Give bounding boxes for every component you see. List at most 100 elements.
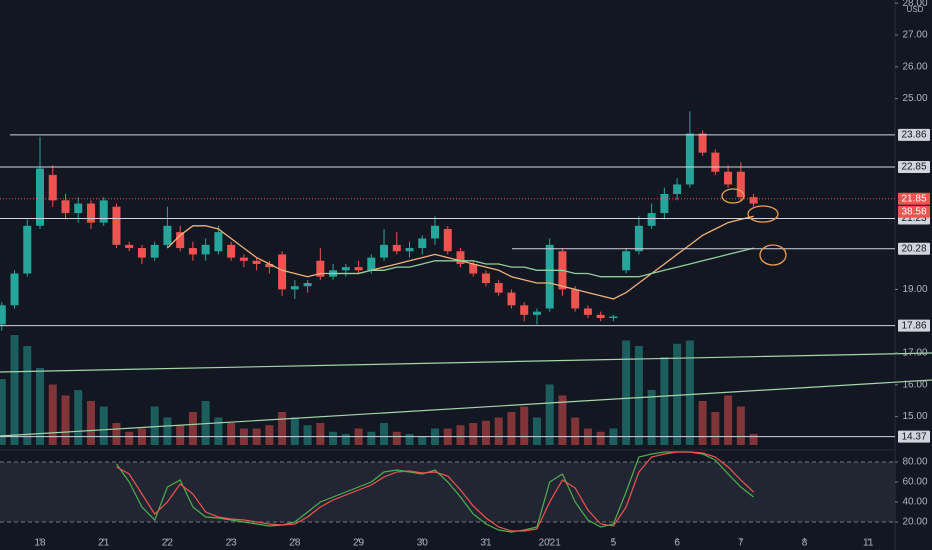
- x-tick-label: 21: [98, 538, 110, 549]
- candle-body: [647, 213, 656, 226]
- volume-bar: [647, 390, 656, 445]
- candle-body: [507, 292, 516, 306]
- candle-body: [392, 244, 401, 252]
- candle-body: [112, 206, 121, 245]
- annotation-circle: [721, 188, 745, 204]
- candle-body: [99, 200, 108, 223]
- candle-body: [163, 225, 172, 245]
- volume-bar: [36, 368, 45, 445]
- level-label: 17.86: [901, 320, 926, 331]
- last-price-box: [898, 192, 930, 205]
- volume-bar: [698, 401, 707, 445]
- volume-bar: [634, 346, 643, 445]
- volume-bar: [112, 423, 121, 445]
- y-tick-label: 15.00: [902, 411, 927, 422]
- volume-bar: [227, 423, 236, 445]
- oscillator-band: [0, 462, 895, 522]
- x-tick-label: 22: [162, 538, 174, 549]
- oscillator-tick-label: 20.00: [902, 517, 927, 528]
- candle-body: [367, 257, 376, 271]
- level-label: 22.85: [901, 162, 926, 173]
- volume-bar: [316, 423, 325, 445]
- candle-body: [622, 251, 631, 271]
- volume-bar: [622, 340, 631, 445]
- volume-bar: [367, 431, 376, 445]
- volume-bar: [456, 425, 465, 445]
- volume-bar: [405, 434, 414, 445]
- x-tick-label: 6: [674, 538, 680, 549]
- candle-body: [660, 193, 669, 214]
- candle-body: [749, 197, 758, 204]
- volume-bar: [481, 420, 490, 445]
- trend-line: [0, 379, 932, 437]
- candle-body: [634, 225, 643, 252]
- oscillator-tick-label: 60.00: [902, 477, 927, 488]
- candle-body: [609, 316, 618, 319]
- volume-bar: [23, 346, 32, 445]
- volume-bar: [125, 431, 134, 445]
- volume-bar: [265, 425, 274, 445]
- volume-bar: [380, 423, 389, 445]
- volume-bar: [673, 343, 682, 445]
- y-tick-label: 16.00: [902, 379, 927, 390]
- volume-bar: [48, 384, 57, 445]
- candle-body: [201, 244, 210, 255]
- candle-body: [673, 184, 682, 194]
- volume-bar: [545, 384, 554, 445]
- volume-bar: [596, 431, 605, 445]
- x-tick-label: 18: [34, 538, 46, 549]
- y-tick-label: 28.00: [902, 0, 927, 9]
- volume-bar: [558, 395, 567, 445]
- candle-body: [431, 225, 440, 239]
- volume-bar: [724, 395, 733, 445]
- candle-body: [545, 244, 554, 309]
- volume-bar: [278, 412, 287, 445]
- candle-body: [188, 248, 197, 255]
- candle-body: [265, 263, 274, 268]
- x-tick-label: 29: [353, 538, 365, 549]
- volume-bar: [749, 434, 758, 445]
- volume-bar: [341, 434, 350, 445]
- x-tick-label: 31: [480, 538, 492, 549]
- candle-body: [571, 289, 580, 309]
- candle-body: [724, 171, 733, 185]
- candle-body: [0, 305, 6, 325]
- candle-body: [36, 168, 45, 226]
- level-label: 14.37: [901, 431, 926, 442]
- volume-bar: [214, 417, 223, 445]
- trend-line: [0, 352, 932, 373]
- candle-body: [596, 314, 605, 319]
- y-tick-label: 27.00: [902, 30, 927, 41]
- currency: USD: [907, 5, 924, 14]
- candle-body: [252, 260, 261, 264]
- x-tick-label: 2021: [539, 538, 562, 549]
- volume-bar: [469, 423, 478, 445]
- candle-body: [481, 273, 490, 284]
- candle-body: [583, 308, 592, 315]
- volume-bar: [74, 390, 83, 445]
- x-tick-label: 7: [738, 538, 744, 549]
- volume-bar: [176, 425, 185, 445]
- y-tick-label: 17.00: [902, 348, 927, 359]
- candle-body: [532, 311, 541, 315]
- volume-bar: [201, 401, 210, 445]
- candle-body: [418, 238, 427, 249]
- volume-bar: [685, 340, 694, 445]
- level-label-box: [898, 242, 930, 255]
- candle-body: [239, 257, 248, 261]
- candle-body: [86, 203, 95, 223]
- x-tick-label: 30: [417, 538, 429, 549]
- level-label-box: [898, 430, 930, 443]
- oscillator-tick-label: 40.00: [902, 497, 927, 508]
- volume-bar: [507, 412, 516, 445]
- timer-box: [898, 205, 930, 218]
- volume-bar: [86, 401, 95, 445]
- volume-bar: [418, 436, 427, 445]
- candle-body: [456, 251, 465, 264]
- candle-body: [443, 228, 452, 252]
- candle-body: [214, 232, 223, 252]
- level-label-box: [898, 319, 930, 332]
- candle-body: [698, 133, 707, 153]
